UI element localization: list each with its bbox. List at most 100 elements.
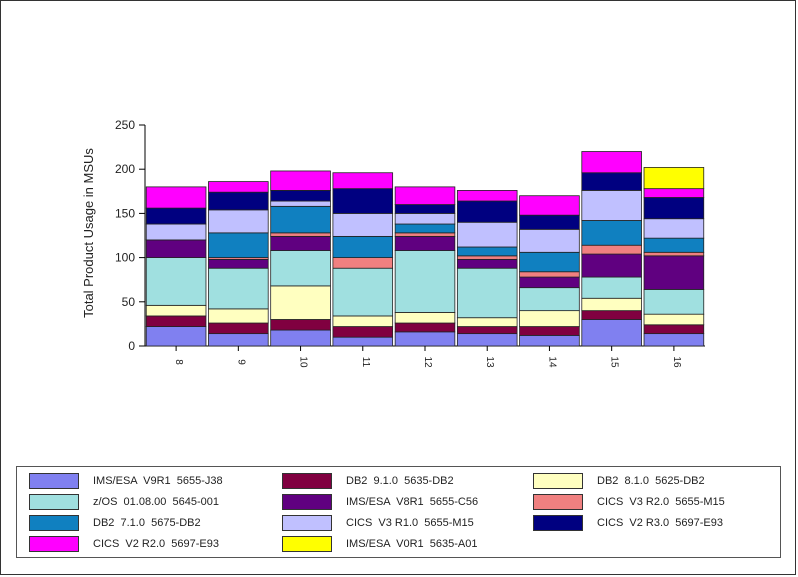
legend-swatch [533,494,583,510]
bar-segment [394,212,456,225]
y-tick-label: 0 [128,339,135,353]
bar-segment [581,310,642,320]
bar-segment [145,223,207,241]
legend-swatch [533,473,583,489]
x-tick-label: 13 [484,356,495,368]
legend-swatch [282,536,332,552]
bar-segment [643,167,705,190]
bar-segment [394,204,456,214]
bar-segment [456,333,518,347]
bar-segment [519,214,580,230]
bar-segment [332,267,394,317]
legend-swatch [282,473,332,489]
bar-segment [332,315,394,327]
bar-segment [145,304,207,317]
bar-segment [519,326,580,336]
bar-segment [456,255,518,260]
x-tick-label: 14 [546,356,557,368]
bar-segment [270,285,331,320]
legend-label: CICS V3 R2.0 5655-M15 [597,496,725,508]
bar-segment [145,239,207,258]
bar-segment [332,212,394,237]
bar-segment [208,191,269,211]
bar-segment [581,151,642,174]
bar-segment [581,297,642,312]
legend-item: DB2 8.1.0 5625-DB2 [533,470,705,492]
bar-segment [270,319,331,331]
y-tick-label: 250 [115,118,135,132]
bar-segment [643,255,705,290]
bar-segment [270,250,331,287]
bar-segment [456,190,518,202]
legend-label: CICS V2 R2.0 5697-E93 [93,538,219,550]
bar-segment [145,315,207,327]
y-axis-label-group: Total Product Usage in MSUs [81,148,96,318]
legend-item: CICS V2 R2.0 5697-E93 [29,533,219,555]
legend-label: z/OS 01.08.00 5645-001 [93,496,219,508]
legend-label: DB2 7.1.0 5675-DB2 [93,517,201,529]
bar-segment [581,319,642,347]
bar-segment [270,235,331,251]
bar-segment [581,172,642,191]
bar-segment [270,205,331,234]
legend-item: IMS/ESA V9R1 5655-J38 [29,470,223,492]
bar-segment [581,244,642,255]
bar-segment [581,190,642,221]
legend-label: IMS/ESA V8R1 5655-C56 [346,496,479,508]
x-tick-label: 15 [609,356,620,368]
legend-item: IMS/ESA V8R1 5655-C56 [282,491,478,513]
bar-segment [643,218,705,239]
bar-segment [394,232,456,237]
legend-label: CICS V3 R1.0 5655-M15 [346,517,474,529]
bar-segment [394,322,456,333]
bar-segment [643,324,705,335]
x-tick-label: 10 [298,356,309,368]
x-tick-label: 9 [235,359,246,365]
bar-segment [519,310,580,327]
bars [145,151,705,347]
x-tick-label: 16 [671,356,682,368]
legend-item: DB2 7.1.0 5675-DB2 [29,512,201,534]
bar-segment [208,308,269,324]
bar-segment [519,195,580,216]
bar-segment [456,267,518,319]
x-tick-label: 11 [360,357,371,368]
bar-segment [145,186,207,209]
bar-segment [332,172,394,190]
bar-segment [519,276,580,289]
legend-swatch [29,473,79,489]
legend-swatch [29,494,79,510]
legend-label: IMS/ESA V9R1 5655-J38 [93,475,223,487]
legend-swatch [29,515,79,531]
y-tick-label: 150 [115,206,135,220]
bar-segment [208,322,269,335]
legend-item: IMS/ESA V0R1 5635-A01 [282,533,477,555]
bar-segment [332,188,394,214]
bar-segment [519,251,580,273]
bar-segment [394,186,456,205]
bar-segment [394,223,456,234]
bar-segment [145,257,207,306]
bar-segment [208,209,269,234]
y-axis-label: Total Product Usage in MSUs [81,148,96,318]
bar-segment [581,253,642,278]
legend-swatch [533,515,583,531]
bar-segment [208,267,269,310]
bar-segment [332,257,394,269]
bar-segment [394,235,456,251]
bar-segment [270,200,331,207]
bar-segment [145,207,207,225]
bar-segment [270,329,331,347]
bar-segment [519,334,580,347]
bar-segment [456,326,518,335]
bar-segment [270,170,331,191]
bar-segment [581,276,642,299]
bar-segment [208,232,269,259]
bar-segment [394,331,456,347]
bar-segment [456,317,518,327]
ticks: 0 50 100 150 200 250 8 9 10 11 12 13 14 15 16 [115,118,682,368]
legend-label: IMS/ESA V0R1 5635-A01 [346,538,478,550]
bar-segment [643,251,705,257]
legend-swatch [282,515,332,531]
bar-segment [394,312,456,324]
